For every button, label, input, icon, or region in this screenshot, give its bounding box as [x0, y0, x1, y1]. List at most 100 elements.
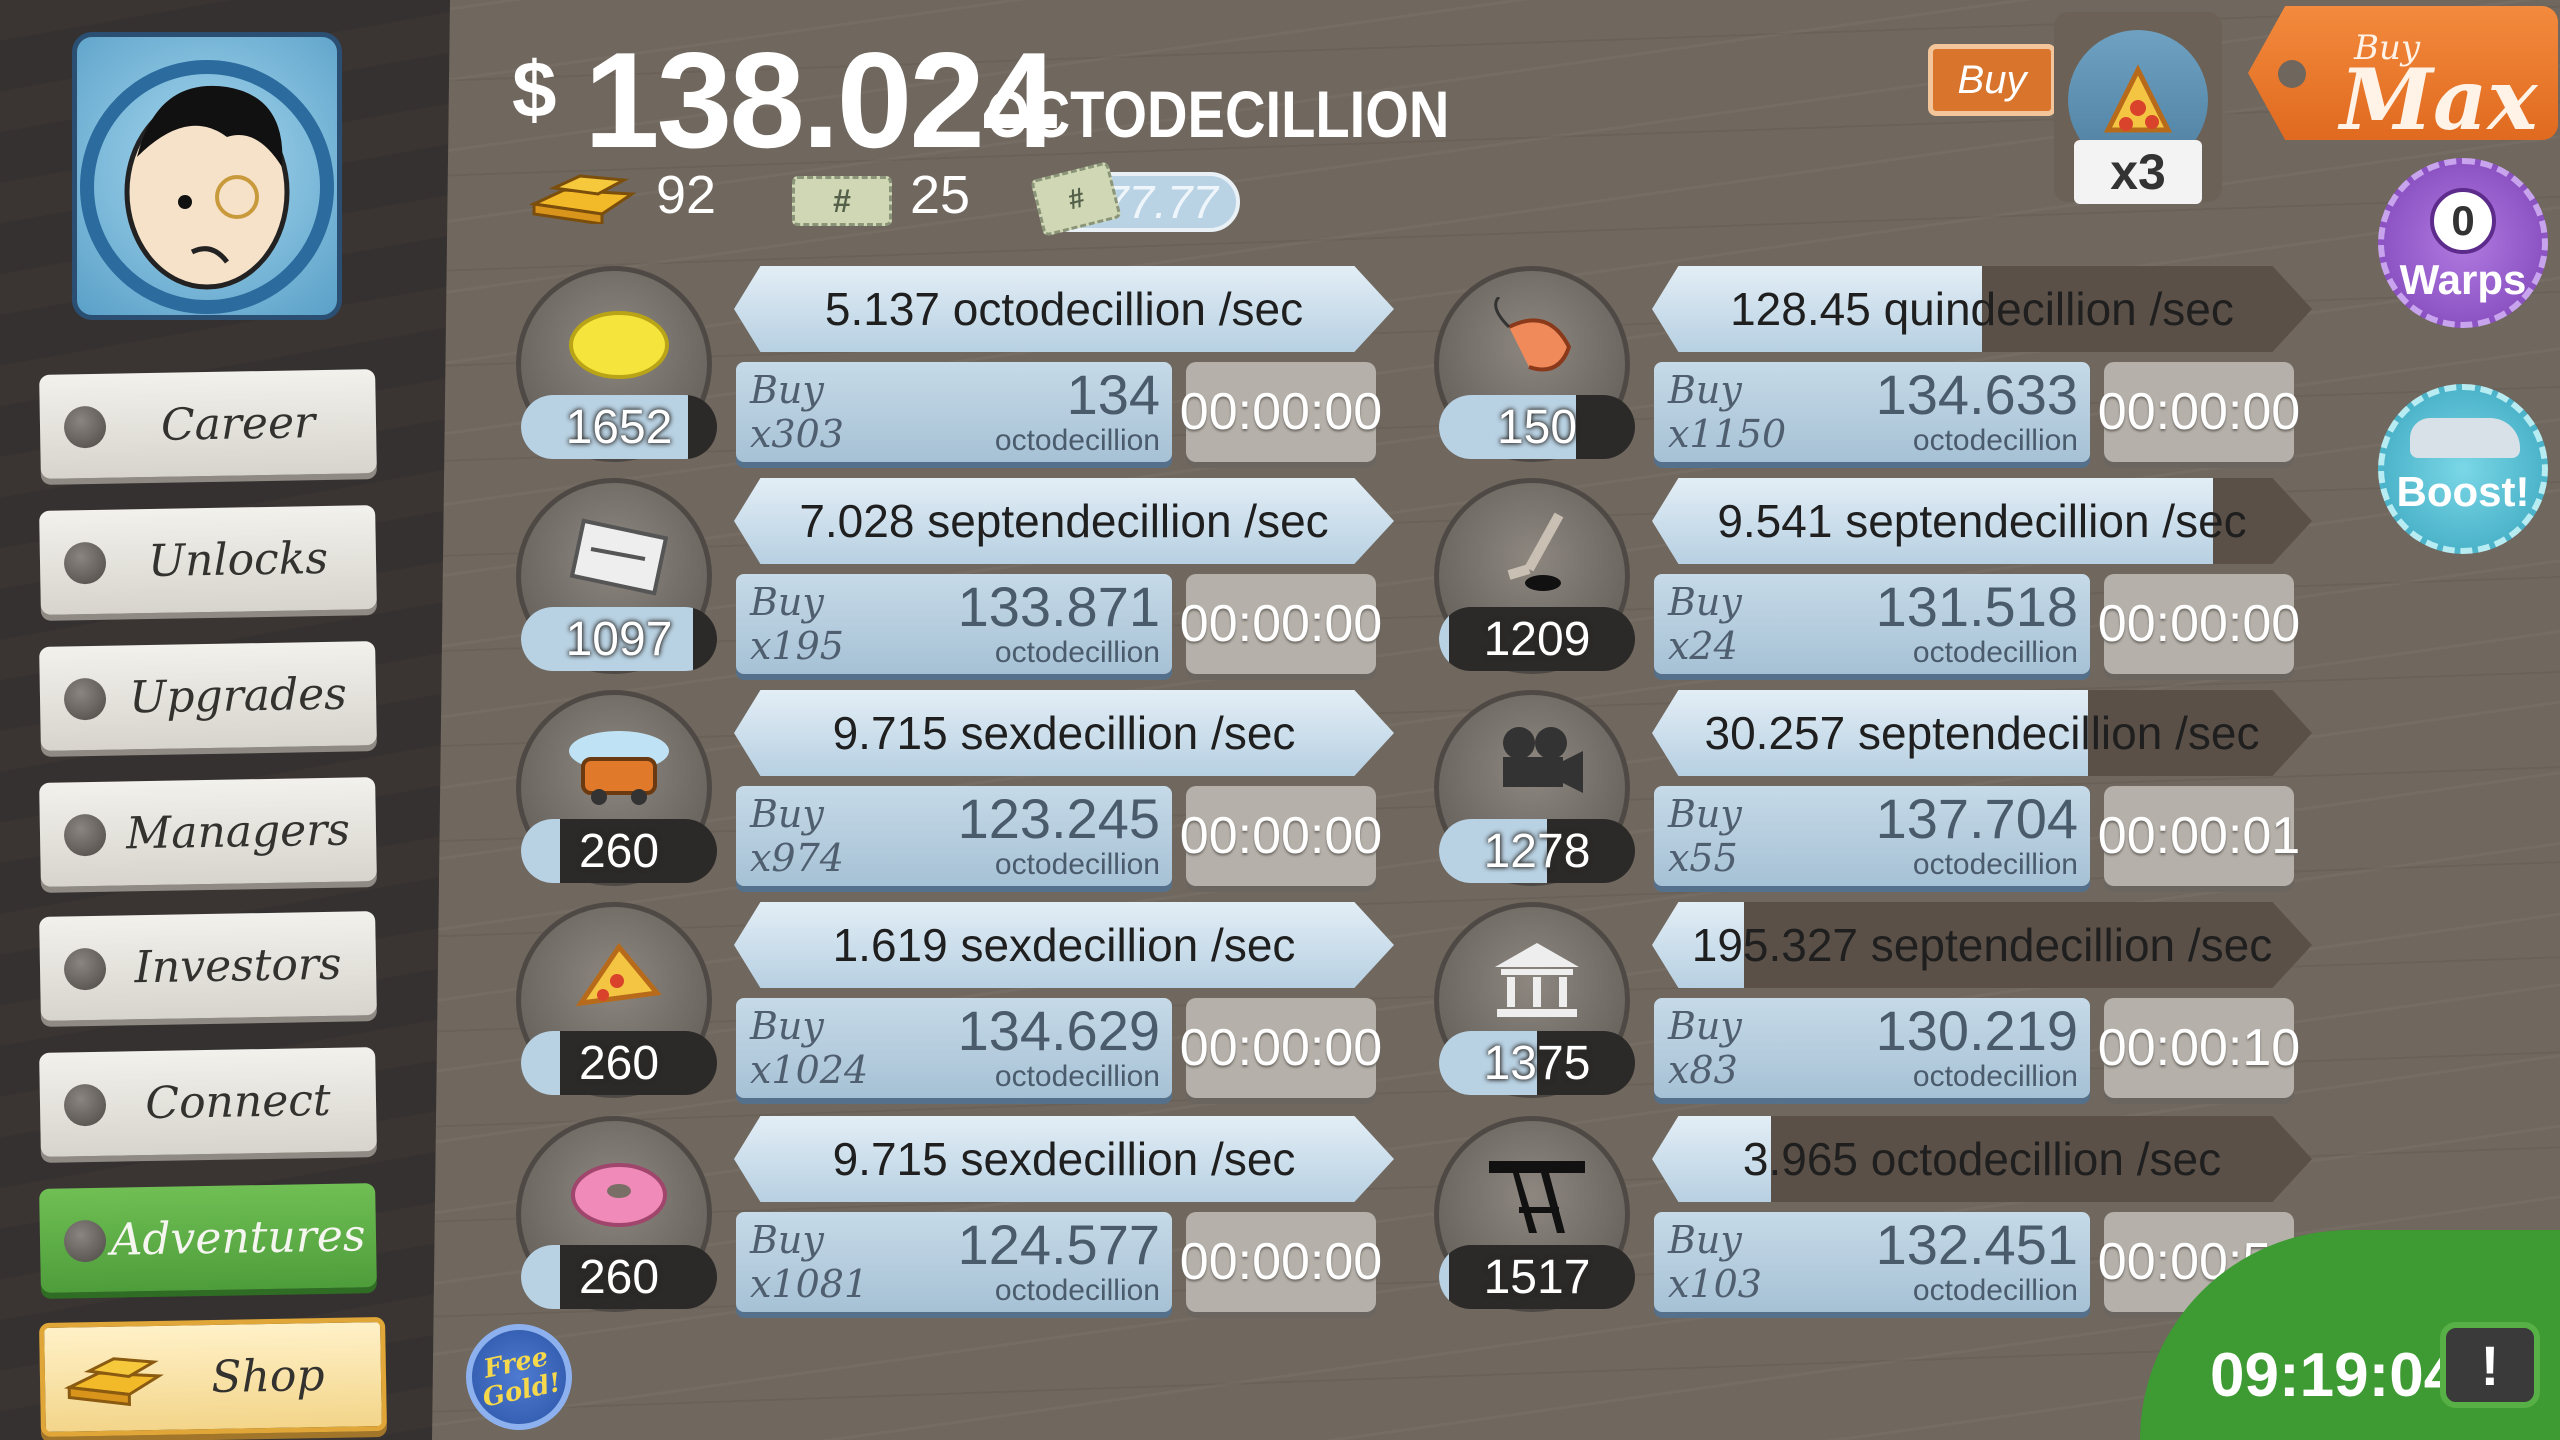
business-timer: 00:00:00 — [1180, 786, 1382, 886]
business-row: 1375 195.327 septendecillion /sec Buy x8… — [1434, 902, 2334, 1102]
buy-label: Buy — [750, 368, 824, 412]
sidebar-item-career[interactable]: Career — [39, 369, 377, 479]
revenue-rate-bar: 9.715 sexdecillion /sec — [734, 1116, 1394, 1202]
buy-max-label-top: Buy — [2354, 28, 2421, 68]
buy-cost-unit: octodecillion — [1912, 1060, 2078, 1093]
boost-button[interactable]: Boost! — [2378, 384, 2548, 554]
owned-progress-fill — [1439, 1245, 1449, 1309]
sidebar-item-shop[interactable]: Shop — [39, 1316, 387, 1438]
business-run-button[interactable]: 1278 — [1434, 690, 1635, 886]
business-run-button[interactable]: 260 — [516, 1116, 717, 1312]
buy-max-button[interactable]: Buy Max — [2248, 6, 2558, 140]
buy-cost: 134.629 — [957, 999, 1160, 1062]
buy-business-button[interactable]: Buy x1081 124.577 octodecillion — [736, 1212, 1172, 1312]
buy-button[interactable]: Buy — [1928, 44, 2056, 116]
business-run-button[interactable]: 1097 — [516, 478, 717, 674]
indicator-dot — [63, 405, 107, 449]
buy-quantity: x55 — [1668, 836, 1738, 880]
revenue-progress-fill — [734, 690, 1394, 776]
business-run-button[interactable]: 1517 — [1434, 1116, 1635, 1312]
buy-business-button[interactable]: Buy x303 134 octodecillion — [736, 362, 1172, 462]
buy-business-button[interactable]: Buy x24 131.518 octodecillion — [1654, 574, 2090, 674]
buy-business-button[interactable]: Buy x103 132.451 octodecillion — [1654, 1212, 2090, 1312]
multiplier-pill[interactable]: # x77.77 — [1030, 161, 1240, 237]
warps-count: 0 — [2430, 188, 2496, 254]
buy-cost: 134 — [1066, 363, 1160, 426]
revenue-rate: 30.257 septendecillion /sec — [1704, 707, 2260, 759]
buy-business-button[interactable]: Buy x55 137.704 octodecillion — [1654, 786, 2090, 886]
business-row: 1278 30.257 septendecillion /sec Buy x55… — [1434, 690, 2334, 890]
buy-cost-unit: octodecillion — [994, 848, 1160, 881]
free-gold-label: Free Gold! — [480, 1341, 564, 1414]
revenue-rate: 3.965 octodecillion /sec — [1742, 1133, 2222, 1185]
buy-business-button[interactable]: Buy x195 133.871 octodecillion — [736, 574, 1172, 674]
owned-count-bar: 1375 — [1439, 1031, 1635, 1095]
owned-progress-fill — [521, 1245, 561, 1309]
buy-business-button[interactable]: Buy x1150 134.633 octodecillion — [1654, 362, 2090, 462]
bank-icon — [1479, 933, 1595, 1023]
revenue-rate-bar: 5.137 octodecillion /sec — [734, 266, 1394, 352]
sidebar-item-upgrades[interactable]: Upgrades — [39, 641, 377, 751]
buy-quantity: x83 — [1668, 1048, 1738, 1092]
sidebar-item-label: Career — [160, 396, 316, 451]
buy-label: Buy — [1668, 580, 1742, 624]
owned-progress-fill — [521, 1031, 561, 1095]
sidebar-item-unlocks[interactable]: Unlocks — [39, 505, 377, 615]
megabucks-count: 25 — [910, 165, 971, 225]
business-timer: 00:00:01 — [2098, 786, 2300, 886]
indicator-dot — [63, 541, 107, 585]
buy-cost: 134.633 — [1875, 363, 2078, 426]
business-run-button[interactable]: 1652 — [516, 266, 717, 462]
business-timer: 00:00:00 — [2098, 574, 2300, 674]
business-run-button[interactable]: 150 — [1434, 266, 1635, 462]
tv-icon[interactable]: ! — [2440, 1322, 2540, 1408]
buy-cost-unit: octodecillion — [1912, 848, 2078, 881]
buy-label: Buy — [750, 1218, 824, 1262]
revenue-progress-fill — [734, 478, 1394, 564]
buy-label: Buy — [750, 580, 824, 624]
gold-bars-icon — [528, 174, 637, 224]
buy-cost-unit: octodecillion — [994, 424, 1160, 457]
buy-cost: 123.245 — [957, 787, 1160, 850]
revenue-rate: 1.619 sexdecillion /sec — [832, 919, 1296, 971]
revenue-rate-bar: 7.028 septendecillion /sec — [734, 478, 1394, 564]
sidebar-item-adventures[interactable]: Adventures — [39, 1183, 377, 1293]
owned-count: 1517 — [1483, 1250, 1591, 1304]
business-run-button[interactable]: 1209 — [1434, 478, 1635, 674]
business-run-button[interactable]: 1375 — [1434, 902, 1635, 1098]
owned-count: 150 — [1496, 400, 1578, 454]
owned-count-bar: 260 — [521, 1245, 717, 1309]
business-run-button[interactable]: 260 — [516, 690, 717, 886]
currency-symbol: $ — [512, 45, 557, 134]
business-row: 260 9.715 sexdecillion /sec Buy x1081 12… — [516, 1116, 1416, 1316]
revenue-progress-fill — [734, 1116, 1394, 1202]
avatar[interactable] — [72, 32, 342, 320]
revenue-progress-fill — [734, 902, 1394, 988]
indicator-dot — [63, 677, 107, 721]
owned-count-bar: 150 — [1439, 395, 1635, 459]
owned-count: 1209 — [1483, 612, 1591, 666]
sidebar-item-managers[interactable]: Managers — [39, 777, 377, 887]
buy-quantity: x195 — [750, 624, 844, 668]
owned-count: 260 — [578, 1036, 660, 1090]
warps-button[interactable]: 0 Warps — [2378, 158, 2548, 328]
indicator-dot — [63, 1083, 107, 1127]
astronaut-avatar-icon — [80, 60, 334, 314]
buy-quantity: x3 — [2074, 140, 2202, 204]
revenue-rate: 9.715 sexdecillion /sec — [832, 1133, 1296, 1185]
owned-progress-fill — [521, 819, 561, 883]
buy-quantity-toggle[interactable]: x3 — [2054, 12, 2222, 204]
buy-business-button[interactable]: Buy x83 130.219 octodecillion — [1654, 998, 2090, 1098]
buy-quantity: x103 — [1668, 1262, 1762, 1306]
business-run-button[interactable]: 260 — [516, 902, 717, 1098]
tag-hole — [2278, 60, 2306, 88]
buy-label: Buy — [750, 792, 824, 836]
sidebar-item-investors[interactable]: Investors — [39, 911, 377, 1021]
sidebar-item-connect[interactable]: Connect — [39, 1047, 377, 1157]
balance-amount: 138.024 — [584, 24, 1058, 176]
buy-business-button[interactable]: Buy x1024 134.629 octodecillion — [736, 998, 1172, 1098]
hockey-icon — [1479, 509, 1595, 599]
buy-business-button[interactable]: Buy x974 123.245 octodecillion — [736, 786, 1172, 886]
buy-label: Buy — [750, 1004, 824, 1048]
owned-count: 1278 — [1483, 824, 1591, 878]
